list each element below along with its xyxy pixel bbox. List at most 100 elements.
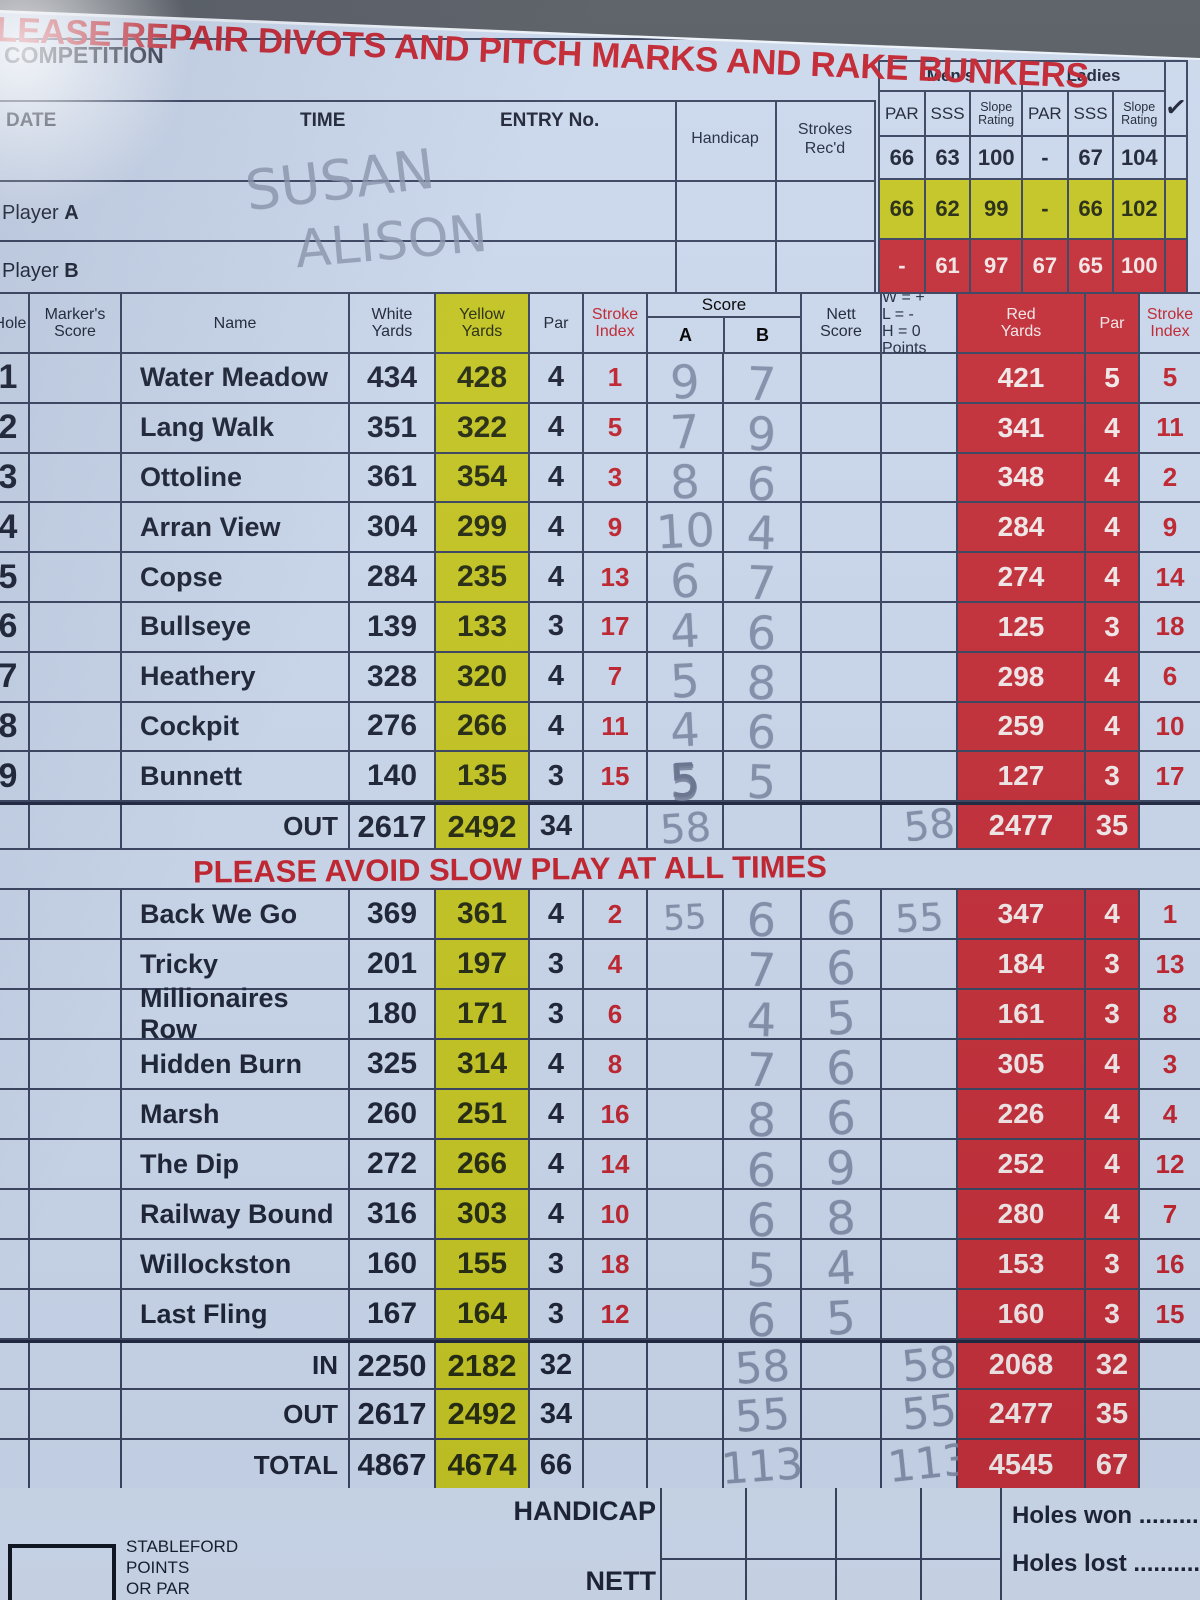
score-a-cell: 4: [648, 602, 724, 659]
white-yards-cell: 361: [350, 453, 436, 502]
score-a-cell: [648, 1040, 724, 1089]
white-yards-cell: 434: [350, 354, 436, 402]
hole-number: 5: [0, 553, 30, 601]
grid-line: [675, 102, 677, 294]
hole-number: 8: [0, 702, 30, 751]
rating-value: 99: [971, 180, 1024, 240]
points-total: 58: [882, 800, 958, 851]
entry-form: DATE TIME ENTRY No. Handicap Strokes Rec…: [0, 100, 876, 294]
mens-header: Men's: [880, 62, 1024, 92]
score-b-cell: 6: [724, 602, 802, 660]
white-yards-total: 2250: [350, 1343, 436, 1389]
yellow-yards-cell: 266: [436, 702, 530, 751]
grid-line: [0, 240, 876, 242]
rating-value: 61: [925, 240, 972, 294]
summary-row: OUT 2617 2492 34 58 58 2477 35: [0, 800, 1200, 853]
rating-value: 63: [925, 137, 972, 180]
hole-name: Millionaires Row: [122, 983, 350, 1044]
red-stroke-index-cell: 8: [1162, 998, 1178, 1029]
red-stroke-index-cell: 5: [1162, 362, 1178, 393]
hole-row: Tricky 201 197 3 4 7 6 184 3 13: [0, 940, 1200, 998]
markers-score-cell: [30, 752, 122, 801]
nett-score-cell: [802, 453, 882, 502]
nett-score-total: [802, 1343, 882, 1389]
score-a-cell: 7: [648, 403, 724, 459]
hole-number: [0, 1440, 30, 1491]
hole-number: [0, 1240, 30, 1289]
yellow-yards-cell: 320: [436, 652, 530, 701]
nett-score-cell: [802, 702, 882, 751]
score-a-total: [648, 1440, 724, 1491]
nett-score-cell: [802, 354, 882, 402]
score-a-cell: 10: [648, 503, 724, 560]
ladies-header: Ladies: [1023, 62, 1167, 92]
handicap-footer-label: HANDICAP: [513, 1496, 656, 1526]
red-yards-cell: 341: [958, 403, 1086, 452]
hole-number: [0, 805, 30, 849]
yellow-yards-cell: 197: [436, 940, 530, 989]
white-yards-cell: 276: [350, 702, 436, 751]
score-b-cell: 5: [724, 1240, 802, 1298]
yellow-yards-total: 2182: [436, 1343, 530, 1389]
mens-sss-header: SSS: [925, 92, 972, 137]
markers-score-cell: [30, 553, 122, 601]
points-cell: [882, 354, 958, 402]
stroke-index-cell: 17: [584, 602, 648, 651]
stroke-index-cell: 3: [584, 453, 648, 502]
par-cell: 4: [530, 503, 584, 552]
score-a-cell: 9: [648, 354, 724, 410]
red-yards-cell: 305: [958, 1040, 1086, 1089]
points-cell: [882, 503, 958, 552]
red-par-cell: 3: [1086, 1290, 1140, 1339]
holes-lost-label: Holes lost .............: [1012, 1550, 1200, 1577]
nett-score-cell: [802, 503, 882, 552]
markers-score-cell: [30, 602, 122, 651]
white-yards-cell: 328: [350, 652, 436, 701]
ratings-header-row: PAR SSS Slope Rating PAR SSS Slope Ratin…: [880, 91, 1189, 137]
yellow-yards-cell: 171: [436, 990, 530, 1039]
red-par-total: 35: [1086, 1390, 1140, 1439]
hole-row: Millionaires Row 180 171 3 6 4 5 161 3 8: [0, 983, 1200, 1048]
markers-score-cell: [30, 1290, 122, 1339]
red-yards-cell: 421: [958, 354, 1086, 402]
white-yards-cell: 160: [350, 1240, 436, 1289]
par-cell: 3: [530, 752, 584, 801]
yellow-yards-cell: 133: [436, 602, 530, 651]
hole-number: [0, 1343, 30, 1389]
hole-row: Marsh 260 251 4 16 8 6 226 4 4: [0, 1090, 1200, 1148]
nett-score-cell: 8: [802, 1190, 882, 1246]
score-b-cell: 7: [724, 1040, 802, 1098]
par-cell: 4: [530, 702, 584, 751]
score-a-cell: [648, 1190, 724, 1239]
red-yards-cell: 347: [958, 890, 1086, 939]
rating-value: 62: [925, 180, 972, 240]
rating-value: 102: [1114, 180, 1167, 240]
red-yards-cell: 348: [958, 453, 1086, 502]
grid-line: [0, 180, 876, 182]
points-cell: [882, 553, 958, 601]
stroke-index-cell: 9: [584, 503, 648, 552]
red-stroke-index-cell: 6: [1162, 661, 1178, 692]
markers-score-cell: [30, 403, 122, 452]
red-stroke-index-cell: 11: [1156, 412, 1184, 443]
red-yards-cell: 284: [958, 503, 1086, 552]
red-stroke-index-cell: 12: [1155, 1148, 1185, 1179]
hole-row: 5 Copse 284 235 4 13 6 7 274 4 14: [0, 553, 1200, 611]
hole-name: Last Fling: [122, 1290, 350, 1339]
hole-number: 1: [0, 354, 30, 402]
points-cell: [882, 940, 958, 989]
stroke-index-cell: 4: [584, 940, 648, 989]
stroke-index-cell: [584, 805, 648, 849]
yellow-yards-cell: 314: [436, 1040, 530, 1089]
white-yards-cell: 260: [350, 1090, 436, 1139]
par-cell: 4: [530, 652, 584, 701]
points-total: 58: [882, 1337, 959, 1392]
nett-score-cell: [802, 553, 882, 601]
points-cell: [882, 1290, 958, 1339]
hole-number: 6: [0, 602, 30, 651]
stroke-index-cell: 15: [584, 752, 648, 801]
name-header: Name: [122, 294, 350, 352]
rating-value: 104: [1114, 137, 1167, 180]
red-stroke-index-cell: 14: [1155, 561, 1185, 592]
